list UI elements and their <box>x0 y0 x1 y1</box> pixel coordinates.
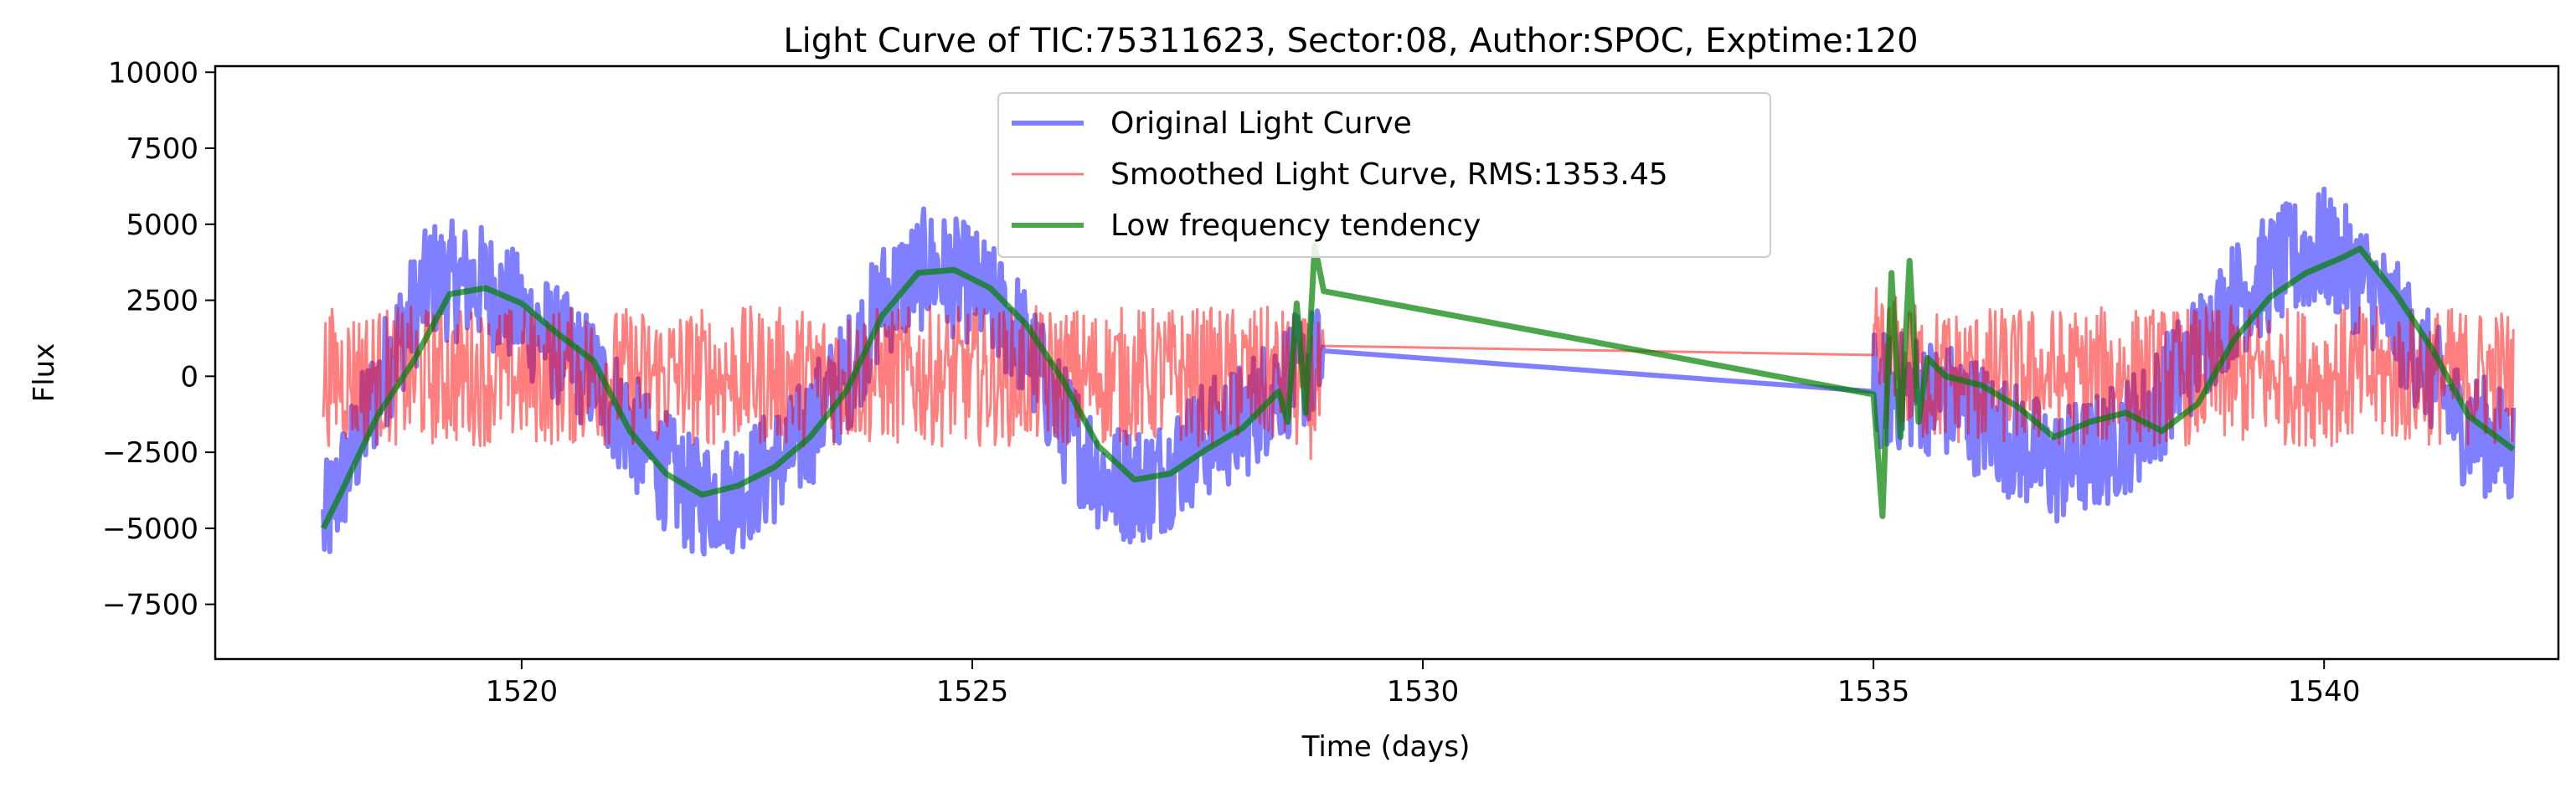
low-frequency-tendency-line <box>320 242 2516 530</box>
x-axis: 1520 1525 1530 1535 1540 <box>486 659 2361 708</box>
legend: Original Light Curve Smoothed Light Curv… <box>997 92 1771 258</box>
y-tick-label: 0 <box>180 360 198 394</box>
y-tick-label: 10000 <box>108 56 198 90</box>
x-tick-label: 1520 <box>486 675 559 708</box>
x-tick-label: 1525 <box>936 675 1009 708</box>
y-tick-label: −7500 <box>102 589 198 622</box>
y-tick-label: 2500 <box>126 285 198 318</box>
plot-frame <box>214 64 2560 661</box>
y-tick-label: −5000 <box>102 512 198 546</box>
legend-label-low-frequency: Low frequency tendency <box>1110 209 1481 243</box>
original-light-curve-line <box>321 186 2517 557</box>
y-axis-label: Flux <box>28 343 61 403</box>
y-axis: −7500 −5000 −2500 0 2500 5000 7500 10000 <box>102 56 215 622</box>
y-tick-label: −2500 <box>102 436 198 470</box>
x-tick-label: 1530 <box>1387 675 1460 708</box>
plot-area <box>320 186 2517 557</box>
legend-box <box>997 92 1771 258</box>
x-axis-label: Time (days) <box>1301 730 1471 764</box>
chart-title: Light Curve of TIC:75311623, Sector:08, … <box>783 22 1918 60</box>
y-tick-label: 5000 <box>126 209 198 242</box>
x-tick-label: 1535 <box>1837 675 1910 708</box>
legend-label-original: Original Light Curve <box>1110 106 1412 141</box>
legend-label-smoothed: Smoothed Light Curve, RMS:1353.45 <box>1110 157 1668 192</box>
y-tick-label: 7500 <box>126 132 198 166</box>
x-tick-label: 1540 <box>2288 675 2361 708</box>
